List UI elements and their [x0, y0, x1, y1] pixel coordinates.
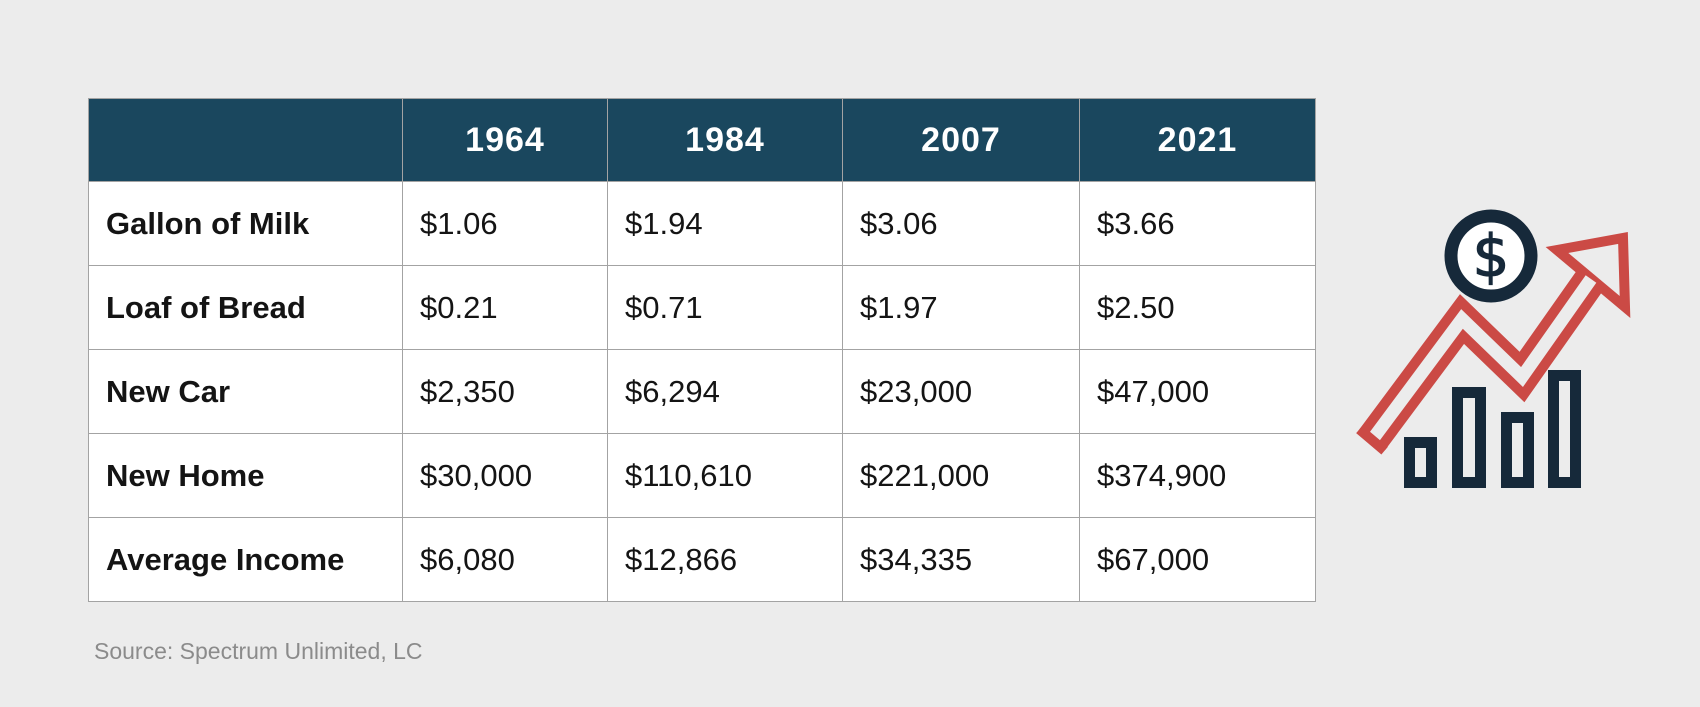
cell-bread-1984: $0.71 [607, 265, 843, 350]
bar-4-icon [1548, 370, 1581, 488]
arrow-head-icon [1545, 232, 1631, 318]
bar-chart-icon [1404, 370, 1581, 488]
row-label-income: Average Income [88, 517, 403, 602]
cell-income-1984: $12,866 [607, 517, 843, 602]
cell-bread-2021: $2.50 [1079, 265, 1316, 350]
table-row-home: New Home $30,000 $110,610 $221,000 $374,… [88, 433, 1316, 518]
cell-home-2007: $221,000 [842, 433, 1080, 518]
row-label-bread: Loaf of Bread [88, 265, 403, 350]
cell-milk-2021: $3.66 [1079, 181, 1316, 266]
bar-2-icon [1452, 387, 1486, 488]
dollar-coin-icon: $ [1444, 209, 1538, 303]
arrow-tail-cap [1356, 425, 1388, 455]
arrow-zigzag-inner [1366, 275, 1597, 444]
coin-circle [1444, 209, 1538, 303]
money-growth-icon: $ [1356, 209, 1631, 488]
table-row-bread: Loaf of Bread $0.21 $0.71 $1.97 $2.50 [88, 265, 1316, 350]
cell-home-2021: $374,900 [1079, 433, 1316, 518]
row-label-milk: Gallon of Milk [88, 181, 403, 266]
growth-arrow-icon [1356, 232, 1631, 455]
cell-milk-1964: $1.06 [402, 181, 608, 266]
column-header-1984: 1984 [607, 98, 843, 182]
row-label-car: New Car [88, 349, 403, 434]
cell-bread-2007: $1.97 [842, 265, 1080, 350]
bar-1-icon [1404, 437, 1437, 488]
cell-car-2021: $47,000 [1079, 349, 1316, 434]
cell-bread-1964: $0.21 [402, 265, 608, 350]
table-row-income: Average Income $6,080 $12,866 $34,335 $6… [88, 517, 1316, 602]
cell-income-2007: $34,335 [842, 517, 1080, 602]
cell-car-2007: $23,000 [842, 349, 1080, 434]
table-row-car: New Car $2,350 $6,294 $23,000 $47,000 [88, 349, 1316, 434]
cell-home-1964: $30,000 [402, 433, 608, 518]
cell-home-1984: $110,610 [607, 433, 843, 518]
column-header-1964: 1964 [402, 98, 608, 182]
cell-car-1964: $2,350 [402, 349, 608, 434]
cell-car-1984: $6,294 [607, 349, 843, 434]
table-header-row: 1964 1984 2007 2021 [88, 98, 1316, 182]
cell-income-2021: $67,000 [1079, 517, 1316, 602]
bar-3-icon [1501, 412, 1534, 488]
cell-income-1964: $6,080 [402, 517, 608, 602]
row-label-home: New Home [88, 433, 403, 518]
dollar-sign-icon: $ [1473, 222, 1510, 290]
source-note: Source: Spectrum Unlimited, LC [94, 638, 423, 664]
cell-milk-1984: $1.94 [607, 181, 843, 266]
table-corner-cell [88, 98, 403, 182]
price-comparison-table: 1964 1984 2007 2021 Gallon of Milk $1.06… [88, 98, 1316, 602]
column-header-2007: 2007 [842, 98, 1080, 182]
cell-milk-2007: $3.06 [842, 181, 1080, 266]
table-row-milk: Gallon of Milk $1.06 $1.94 $3.06 $3.66 [88, 181, 1316, 266]
column-header-2021: 2021 [1079, 98, 1316, 182]
